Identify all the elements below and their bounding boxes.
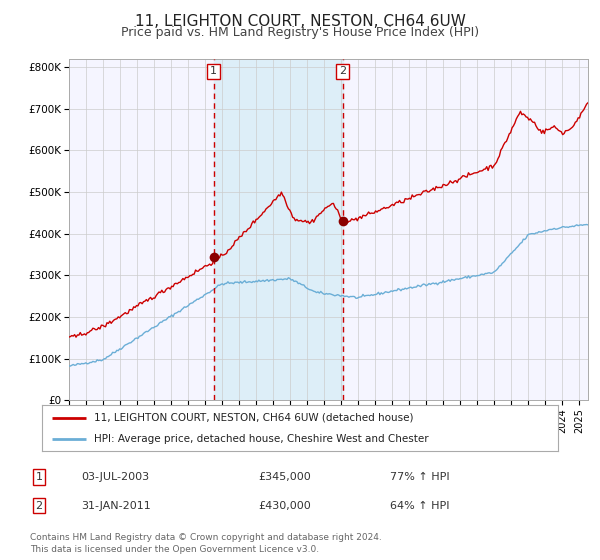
Text: HPI: Average price, detached house, Cheshire West and Chester: HPI: Average price, detached house, Ches… [94,435,428,444]
Text: £345,000: £345,000 [258,472,311,482]
Text: £430,000: £430,000 [258,501,311,511]
Text: 64% ↑ HPI: 64% ↑ HPI [390,501,449,511]
Text: 2: 2 [35,501,43,511]
Text: 11, LEIGHTON COURT, NESTON, CH64 6UW (detached house): 11, LEIGHTON COURT, NESTON, CH64 6UW (de… [94,413,413,423]
Text: Price paid vs. HM Land Registry's House Price Index (HPI): Price paid vs. HM Land Registry's House … [121,26,479,39]
Text: 1: 1 [210,66,217,76]
Text: Contains HM Land Registry data © Crown copyright and database right 2024.
This d: Contains HM Land Registry data © Crown c… [30,533,382,554]
Text: 11, LEIGHTON COURT, NESTON, CH64 6UW: 11, LEIGHTON COURT, NESTON, CH64 6UW [134,14,466,29]
Text: 1: 1 [35,472,43,482]
Text: 2: 2 [339,66,346,76]
Bar [214,59,343,400]
Text: 77% ↑ HPI: 77% ↑ HPI [390,472,449,482]
Text: 03-JUL-2003: 03-JUL-2003 [81,472,149,482]
Text: 31-JAN-2011: 31-JAN-2011 [81,501,151,511]
